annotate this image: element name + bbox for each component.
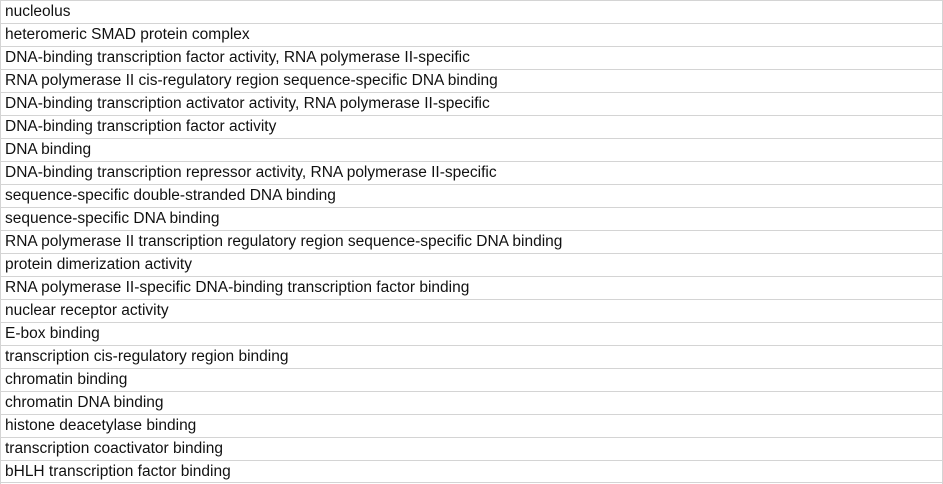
cell-text: RNA polymerase II transcription regulato… [5, 233, 563, 250]
table-row[interactable]: nucleolus [1, 0, 942, 23]
table-row[interactable]: sequence-specific DNA binding [1, 207, 942, 230]
cell-text: E-box binding [5, 325, 100, 342]
table-row[interactable]: E-box binding [1, 322, 942, 345]
table-row[interactable]: DNA-binding transcription activator acti… [1, 92, 942, 115]
cell-text: nucleolus [5, 3, 71, 20]
table-row[interactable]: nuclear receptor activity [1, 299, 942, 322]
cell-text: DNA-binding transcription repressor acti… [5, 164, 497, 181]
table-row[interactable]: DNA-binding transcription factor activit… [1, 46, 942, 69]
table-row[interactable]: DNA-binding transcription factor activit… [1, 115, 942, 138]
cell-text: transcription coactivator binding [5, 440, 223, 457]
cell-text: DNA-binding transcription factor activit… [5, 118, 277, 135]
table-row[interactable]: DNA-binding transcription repressor acti… [1, 161, 942, 184]
table-row[interactable]: bHLH transcription factor binding [1, 460, 942, 483]
cell-text: transcription cis-regulatory region bind… [5, 348, 289, 365]
cell-text: histone deacetylase binding [5, 417, 197, 434]
table-row[interactable]: transcription coactivator binding [1, 437, 942, 460]
cell-text: RNA polymerase II cis-regulatory region … [5, 72, 498, 89]
cell-text: protein dimerization activity [5, 256, 192, 273]
cell-text: sequence-specific DNA binding [5, 210, 220, 227]
table-row[interactable]: chromatin binding [1, 368, 942, 391]
cell-text: sequence-specific double-stranded DNA bi… [5, 187, 336, 204]
table-row[interactable]: chromatin DNA binding [1, 391, 942, 414]
table-row[interactable]: RNA polymerase II-specific DNA-binding t… [1, 276, 942, 299]
table-row[interactable]: heteromeric SMAD protein complex [1, 23, 942, 46]
cell-text: chromatin DNA binding [5, 394, 164, 411]
table-row[interactable]: RNA polymerase II cis-regulatory region … [1, 69, 942, 92]
cell-text: RNA polymerase II-specific DNA-binding t… [5, 279, 470, 296]
cell-text: DNA-binding transcription activator acti… [5, 95, 490, 112]
table-row[interactable]: histone deacetylase binding [1, 414, 942, 437]
table-row[interactable]: RNA polymerase II transcription regulato… [1, 230, 942, 253]
table-row[interactable]: transcription cis-regulatory region bind… [1, 345, 942, 368]
cell-text: nuclear receptor activity [5, 302, 169, 319]
cell-text: DNA-binding transcription factor activit… [5, 49, 470, 66]
cell-text: chromatin binding [5, 371, 128, 388]
cell-text: heteromeric SMAD protein complex [5, 26, 250, 43]
table-row[interactable]: protein dimerization activity [1, 253, 942, 276]
table-row[interactable]: DNA binding [1, 138, 942, 161]
cell-text: bHLH transcription factor binding [5, 462, 231, 480]
table-row[interactable]: sequence-specific double-stranded DNA bi… [1, 184, 942, 207]
cell-text: DNA binding [5, 141, 92, 158]
